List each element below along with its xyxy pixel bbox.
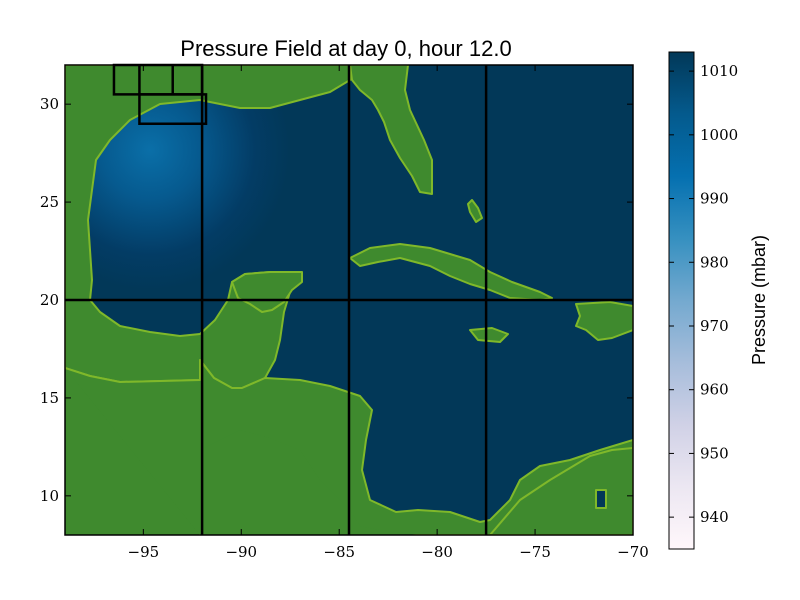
x-tick-label: −90 — [225, 543, 257, 561]
nested-boxes — [112, 63, 208, 125]
y-tick-label: 20 — [40, 291, 59, 309]
colorbar-ticks: 940 950 960 970 980 990 1000 1010 — [669, 62, 738, 526]
y-tick-label: 10 — [40, 487, 59, 505]
colorbar-tick-label: 950 — [700, 444, 729, 462]
x-tick-label: −95 — [128, 543, 160, 561]
y-axis: 10 15 20 25 30 — [40, 95, 633, 505]
x-tick-label: −70 — [617, 543, 649, 561]
colorbar-tick-label: 940 — [700, 508, 729, 526]
land-south-america — [489, 447, 633, 535]
lake-maracaibo — [595, 489, 607, 509]
x-tick-label: −75 — [519, 543, 551, 561]
land-yucatan — [231, 271, 303, 313]
land-central-america-pacific — [65, 368, 420, 535]
land-us-mainland — [65, 65, 433, 195]
y-tick-label: 30 — [40, 95, 59, 113]
colorbar-tick-label: 970 — [700, 317, 729, 335]
colorbar-tick-label: 1010 — [700, 62, 738, 80]
colorbar-label: Pressure (mbar) — [749, 235, 769, 365]
x-axis: −95 −90 −85 −80 −75 −70 — [128, 65, 649, 561]
colorbar: 940 950 960 970 980 990 1000 1010 Pressure (mba… — [668, 51, 769, 550]
colorbar-fill — [669, 52, 694, 549]
x-tick-label: −80 — [421, 543, 453, 561]
land-bahamas — [467, 199, 483, 223]
grid-lines — [65, 65, 633, 535]
colorbar-tick-label: 960 — [700, 381, 729, 399]
y-tick-label: 25 — [40, 193, 59, 211]
x-tick-label: −85 — [323, 543, 355, 561]
chart-title: Pressure Field at day 0, hour 12.0 — [180, 36, 511, 61]
colorbar-tick-label: 1000 — [700, 126, 738, 144]
land-gulf-coast-north — [65, 65, 351, 301]
land-hispaniola — [575, 301, 633, 341]
colorbar-tick-label: 980 — [700, 253, 729, 271]
land-jamaica — [469, 327, 509, 343]
colorbar-tick-label: 990 — [700, 190, 729, 208]
colorbar-frame — [668, 51, 695, 550]
y-tick-label: 15 — [40, 389, 59, 407]
